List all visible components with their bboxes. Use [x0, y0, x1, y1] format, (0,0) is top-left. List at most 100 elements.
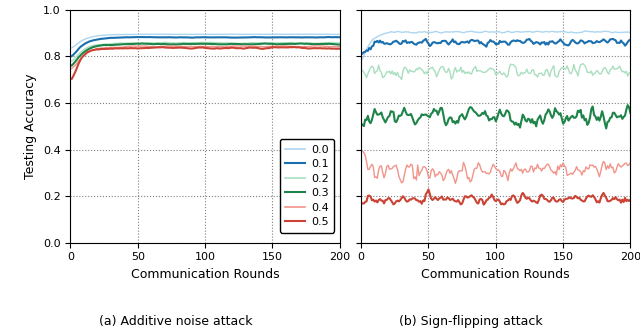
0.3	[605, 119, 612, 123]
0.5	[606, 199, 614, 203]
0.5	[480, 203, 488, 207]
0.3	[297, 41, 305, 45]
0.5	[336, 47, 344, 51]
0.0	[84, 36, 92, 40]
0.2	[369, 65, 377, 69]
0.1	[79, 43, 86, 47]
0.2	[324, 41, 332, 45]
0.3	[375, 113, 383, 116]
0.2	[606, 68, 614, 72]
0.3	[324, 42, 332, 46]
0.5	[408, 196, 416, 200]
0.4	[314, 44, 322, 48]
0.4	[452, 181, 460, 185]
0.0	[627, 31, 634, 34]
0.2	[118, 41, 125, 45]
0.4	[614, 162, 622, 166]
0.0	[614, 31, 622, 34]
Line: 0.5: 0.5	[72, 47, 340, 79]
Line: 0.2: 0.2	[362, 64, 630, 79]
0.0	[358, 57, 366, 61]
0.3	[140, 42, 147, 46]
0.0	[408, 31, 416, 35]
0.2	[358, 69, 366, 72]
0.0	[430, 30, 438, 34]
0.4	[358, 149, 366, 153]
0.4	[140, 44, 147, 48]
0.5	[424, 187, 432, 191]
Line: 0.4: 0.4	[72, 46, 340, 69]
0.5	[375, 198, 383, 202]
0.4	[605, 166, 612, 170]
0.5	[314, 46, 322, 50]
X-axis label: Communication Rounds: Communication Rounds	[422, 268, 570, 281]
0.5	[369, 198, 377, 202]
Text: (a) Additive noise attack: (a) Additive noise attack	[99, 315, 253, 328]
Line: 0.0: 0.0	[72, 34, 340, 48]
0.3	[624, 103, 632, 107]
0.4	[336, 45, 344, 49]
0.0	[369, 37, 377, 41]
0.1	[141, 35, 148, 39]
0.1	[118, 35, 125, 39]
0.5	[118, 47, 125, 51]
0.4	[408, 163, 416, 167]
0.3	[614, 114, 622, 118]
0.4	[627, 160, 634, 164]
0.2	[616, 64, 623, 68]
0.2	[431, 70, 439, 73]
0.2	[140, 41, 147, 45]
0.0	[79, 38, 86, 42]
0.3	[84, 48, 92, 51]
Line: 0.5: 0.5	[362, 189, 630, 205]
0.1	[430, 40, 438, 44]
0.1	[375, 41, 383, 45]
Line: 0.1: 0.1	[72, 37, 340, 56]
0.1	[324, 35, 332, 39]
0.4	[430, 168, 438, 172]
0.5	[358, 201, 366, 205]
0.1	[614, 41, 622, 45]
0.1	[604, 41, 611, 45]
0.0	[68, 46, 76, 50]
0.0	[118, 32, 125, 36]
0.1	[609, 37, 617, 41]
0.4	[313, 44, 321, 48]
Line: 0.3: 0.3	[362, 105, 630, 129]
0.3	[336, 43, 344, 47]
0.2	[397, 77, 405, 81]
0.5	[290, 45, 298, 49]
0.4	[68, 67, 76, 71]
Legend: 0.0, 0.1, 0.2, 0.3, 0.4, 0.5: 0.0, 0.1, 0.2, 0.3, 0.4, 0.5	[280, 139, 334, 233]
0.4	[84, 51, 92, 55]
0.1	[68, 54, 76, 58]
0.3	[68, 63, 76, 67]
0.2	[207, 40, 214, 44]
0.0	[375, 34, 383, 38]
0.3	[118, 42, 125, 46]
0.5	[140, 46, 147, 50]
0.1	[314, 35, 322, 39]
Line: 0.2: 0.2	[72, 42, 340, 61]
0.3	[358, 123, 366, 127]
0.4	[324, 45, 332, 49]
0.0	[582, 29, 590, 33]
0.2	[68, 59, 76, 63]
0.5	[431, 195, 439, 199]
0.5	[68, 77, 76, 81]
0.2	[79, 49, 86, 53]
Line: 0.3: 0.3	[72, 43, 340, 65]
0.2	[84, 45, 92, 49]
0.1	[408, 40, 416, 44]
0.1	[84, 40, 92, 44]
0.5	[324, 47, 332, 51]
0.3	[369, 113, 377, 116]
0.1	[369, 44, 377, 48]
0.5	[79, 55, 86, 59]
0.2	[410, 70, 417, 74]
0.1	[358, 51, 366, 55]
0.2	[336, 41, 344, 45]
0.1	[138, 35, 145, 39]
0.3	[430, 107, 438, 111]
0.0	[605, 30, 612, 33]
